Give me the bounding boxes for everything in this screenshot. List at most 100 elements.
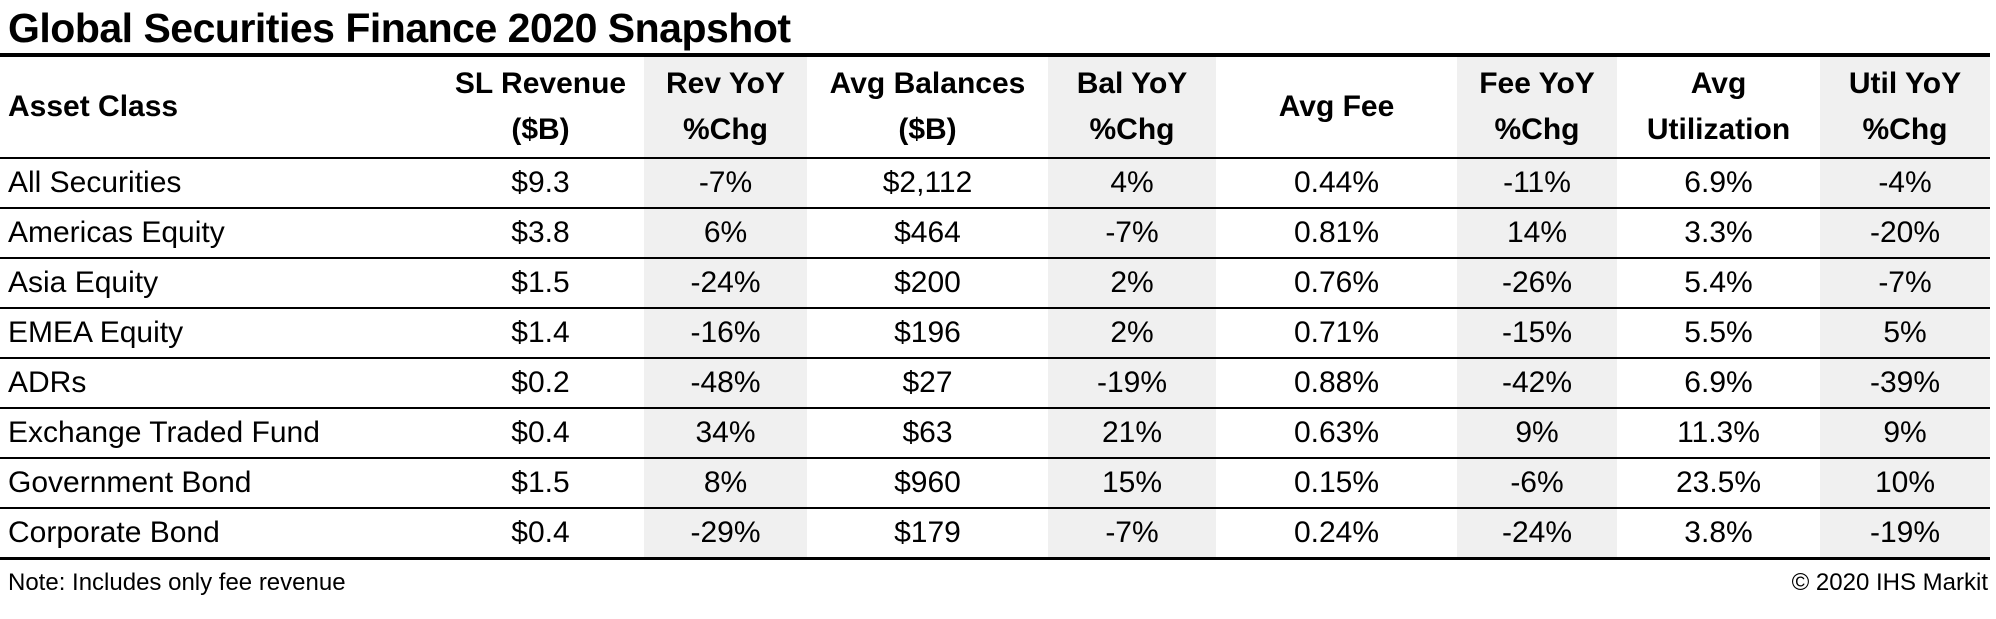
header-sl-revenue: SL Revenue ($B) [437,55,644,159]
value-cell: 5.4% [1617,257,1820,308]
table-row: Exchange Traded Fund $0.4 34% $63 21% 0.63% 9%… [0,407,1990,458]
asset-class-cell: Asia Equity [0,257,437,308]
table-footer: Note: Includes only fee revenue © 2020 I… [0,560,1990,597]
header-line: Avg Balances [829,67,1026,100]
value-cell: -24% [1457,507,1617,558]
table-row: Government Bond $1.5 8% $960 15% 0.15% -6% 23.5… [0,457,1990,508]
header-row: Asset Class SL Revenue ($B) Rev YoY %Chg… [0,55,1990,159]
value-cell: $63 [807,407,1048,458]
value-cell: -20% [1820,207,1990,258]
header-bal-yoy: Bal YoY %Chg [1048,55,1216,159]
value-cell: -15% [1457,307,1617,358]
value-cell: 3.3% [1617,207,1820,258]
value-cell: $0.4 [437,507,644,558]
value-cell: 5.5% [1617,307,1820,358]
value-cell: -48% [644,357,807,408]
value-cell: -39% [1820,357,1990,408]
value-cell: 14% [1457,207,1617,258]
header-asset-class: Asset Class [0,55,437,159]
header-avg-fee: Avg Fee [1216,55,1457,159]
value-cell: 9% [1820,407,1990,458]
value-cell: -4% [1820,158,1990,208]
header-rev-yoy: Rev YoY %Chg [644,55,807,159]
value-cell: 2% [1048,307,1216,358]
header-line: %Chg [683,113,768,146]
value-cell: -26% [1457,257,1617,308]
header-avg-balances: Avg Balances ($B) [807,55,1048,159]
header-line: ($B) [511,113,570,146]
value-cell: 4% [1048,158,1216,208]
value-cell: -19% [1048,357,1216,408]
value-cell: 6% [644,207,807,258]
asset-class-cell: ADRs [0,357,437,408]
asset-class-cell: Americas Equity [0,207,437,258]
value-cell: $0.2 [437,357,644,408]
value-cell: $464 [807,207,1048,258]
header-line: %Chg [1494,113,1580,146]
header-line: ($B) [898,113,957,146]
value-cell: $1.5 [437,457,644,508]
value-cell: $179 [807,507,1048,558]
table-row: Asia Equity $1.5 -24% $200 2% 0.76% -26% 5.4% -7… [0,257,1990,308]
header-line: Fee YoY [1479,67,1595,100]
value-cell: $0.4 [437,407,644,458]
page-title: Global Securities Finance 2020 Snapshot [8,5,791,51]
value-cell: 0.76% [1216,257,1457,308]
table-row: All Securities $9.3 -7% $2,112 4% 0.44% -11% 6.… [0,158,1990,208]
value-cell: -7% [1820,257,1990,308]
table-row: Corporate Bond $0.4 -29% $179 -7% 0.24% -24% 3.… [0,507,1990,558]
value-cell: 10% [1820,457,1990,508]
value-cell: $960 [807,457,1048,508]
header-fee-yoy: Fee YoY %Chg [1457,55,1617,159]
asset-class-cell: All Securities [8,166,182,199]
header-line: Bal YoY [1076,67,1188,100]
value-cell: 0.71% [1216,307,1457,358]
value-cell: $1.4 [437,307,644,358]
table-row: EMEA Equity $1.4 -16% $196 2% 0.71% -15% 5.5% 5% [0,307,1990,358]
value-cell: 0.88% [1216,357,1457,408]
header-avg-utilization: Avg Utilization [1617,55,1820,159]
value-cell: -7% [1048,507,1216,558]
value-cell: 6.9% [1684,166,1753,199]
value-cell: -11% [1457,158,1617,208]
asset-class-cell: Exchange Traded Fund [0,407,437,458]
value-cell: -6% [1457,457,1617,508]
value-cell: $196 [807,307,1048,358]
value-cell: -19% [1820,507,1990,558]
copyright-text: © 2020 IHS Markit [1791,568,1988,596]
value-cell: $27 [807,357,1048,408]
header-line: SL Revenue [454,67,627,100]
value-cell: 34% [644,407,807,458]
header-line: Util YoY [1848,67,1962,100]
value-cell: 0.81% [1216,207,1457,258]
table-body: All Securities $9.3 -7% $2,112 4% 0.44% -11% 6.… [0,158,1990,558]
value-cell: 2% [1048,257,1216,308]
value-cell: 21% [1048,407,1216,458]
value-cell: $9.3 [511,166,570,199]
value-cell: 6.9% [1617,357,1820,408]
header-util-yoy: Util YoY %Chg [1820,55,1990,159]
header-line: Rev YoY [666,67,785,100]
value-cell: 5% [1820,307,1990,358]
table-row: Americas Equity $3.8 6% $464 -7% 0.81% 14% 3.3%… [0,207,1990,258]
value-cell: $200 [807,257,1048,308]
value-cell: -7% [644,158,807,208]
value-cell: -29% [644,507,807,558]
asset-class-cell: Corporate Bond [0,507,437,558]
value-cell: $2,112 [882,166,973,199]
value-cell: -24% [644,257,807,308]
header-line: %Chg [1089,113,1175,146]
header-line: Avg [1690,67,1747,100]
value-cell: 3.8% [1617,507,1820,558]
value-cell: 0.44% [1293,166,1380,199]
table-row: ADRs $0.2 -48% $27 -19% 0.88% -42% 6.9% -39% [0,357,1990,408]
value-cell: 0.15% [1216,457,1457,508]
header-line: %Chg [1862,113,1948,146]
value-cell: $1.5 [437,257,644,308]
value-cell: -42% [1457,357,1617,408]
header-line: Avg Fee [1278,90,1395,123]
value-cell: 0.24% [1216,507,1457,558]
value-cell: 23.5% [1617,457,1820,508]
header-line: Asset Class [8,90,179,123]
